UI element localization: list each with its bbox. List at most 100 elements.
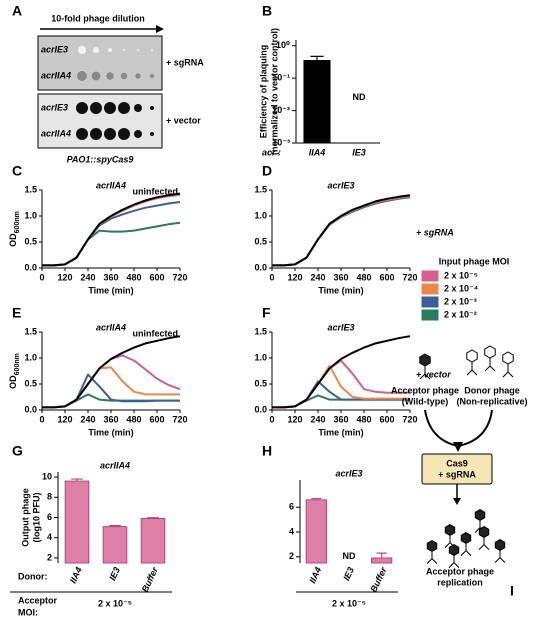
y-axis-label: (log10 PFU) [31, 492, 41, 542]
plate [37, 35, 163, 91]
y-tick-label: 6 [289, 502, 294, 512]
plaque-spot [118, 128, 130, 140]
y-tick-label: 0.5 [254, 378, 267, 388]
y-tick-label: 6 [47, 512, 52, 522]
x-tick-label: 120 [57, 272, 72, 282]
plaque-spot [104, 128, 116, 140]
node-label: Cas9 [446, 458, 468, 468]
condition-label: + vector [166, 115, 201, 125]
phage-tail [460, 543, 472, 556]
phage-tail [419, 366, 431, 380]
phage-head [460, 532, 472, 544]
plaque-spot [78, 46, 86, 54]
plaque-spot [76, 102, 88, 114]
arrow-head [453, 442, 463, 452]
x-tick-label: 480 [356, 414, 371, 424]
x-tick-label: 720 [402, 272, 417, 282]
y-tick-label: 10⁻¹ [272, 73, 290, 83]
plaque-spot [91, 71, 101, 81]
control-line [272, 335, 411, 409]
arrow-head [156, 25, 164, 33]
annotation: uninfected [132, 328, 178, 338]
x-tick-label: 240 [310, 272, 325, 282]
plaque-spot [150, 74, 154, 78]
panel-letter: B [262, 3, 272, 19]
node-label: Acceptor phage [426, 566, 494, 576]
error-bar [71, 478, 83, 482]
chart-title: acrIE3 [327, 322, 354, 332]
y-tick-label: 4 [47, 532, 52, 542]
legend-swatch [421, 309, 439, 321]
y-tick-label: 4 [289, 526, 294, 536]
moi-label: 2 x 10⁻⁵ [98, 598, 132, 608]
plaque-spot [90, 102, 102, 114]
y-axis-label: OD600nm [8, 353, 20, 389]
annotation: uninfected [132, 186, 178, 196]
phage-head [426, 540, 438, 552]
control-line [42, 192, 181, 267]
chart-title: acrIIA4 [96, 322, 126, 332]
x-axis-label: Time (min) [318, 285, 363, 295]
legend-label: 2 x 10⁻⁴ [444, 283, 478, 293]
y-tick-label: 0.0 [254, 262, 267, 272]
x-tick-label: 720 [172, 272, 187, 282]
y-tick-label: 0.0 [24, 262, 37, 272]
phage-head [478, 526, 490, 538]
y-tick-label: 2 [289, 551, 294, 561]
y-tick-label: 0.0 [24, 404, 37, 414]
annotation: + vector [416, 369, 451, 379]
panel-letter: E [12, 305, 21, 321]
x-axis-label: Time (min) [88, 285, 133, 295]
condition-label: + sgRNA [166, 57, 204, 67]
plaque-spot [104, 102, 116, 114]
x-tick-label: 0 [39, 272, 44, 282]
chart-title: acrIIA4 [100, 460, 130, 470]
legend-label: 2 x 10⁻³ [444, 296, 477, 306]
phage-tail [426, 551, 438, 564]
error-bar [311, 497, 322, 500]
phage-head [502, 351, 514, 365]
x-tick-label: 360 [103, 414, 118, 424]
x-tick-label: 720 [402, 414, 417, 424]
x-tick-label: 0 [269, 414, 274, 424]
node-label: replication [437, 577, 483, 587]
y-axis-label: (normalized to vector control) [269, 28, 279, 155]
plaque-spot [76, 128, 88, 140]
y-tick-label: 1.5 [254, 184, 267, 194]
y-axis-label: Efficiency of plaquing [258, 45, 268, 139]
x-tick-label: 240 [310, 414, 325, 424]
y-axis-label: OD600nm [8, 211, 20, 247]
strain-row-label: acrIE3 [41, 102, 68, 112]
y-tick-label: 1.5 [24, 184, 37, 194]
bar [303, 59, 331, 144]
error-bar [310, 55, 324, 61]
legend-swatch [421, 270, 439, 282]
y-tick-label: 1.0 [254, 210, 267, 220]
y-tick-label: 1.0 [24, 210, 37, 220]
y-axis-label: Output phage [20, 488, 30, 547]
x-tick-label: 600 [379, 272, 394, 282]
node-label: (Wild-type) [402, 396, 448, 406]
panel-letter: F [262, 305, 271, 321]
x-tick-label: 480 [126, 414, 141, 424]
y-tick-label: 0.5 [24, 236, 37, 246]
phage-tail [466, 362, 478, 376]
error-bar [147, 517, 159, 519]
phage-head [448, 544, 460, 556]
panel-letter: A [12, 3, 22, 19]
plaque-spot [90, 128, 102, 140]
phage-head [484, 345, 496, 359]
y-tick-label: 10⁰ [276, 40, 290, 50]
strain-row-label: acrIIA4 [41, 128, 71, 138]
bar [102, 526, 128, 564]
plate [37, 93, 163, 149]
acceptor-label: MOI: [18, 607, 38, 617]
error-bar [109, 524, 121, 527]
y-label-main: OD [8, 375, 18, 389]
phage-head [494, 539, 506, 551]
arrow-head [453, 498, 461, 505]
x-tick-label: 0 [39, 414, 44, 424]
plaque-spot [151, 49, 153, 51]
panel-letter: D [262, 163, 272, 179]
legend-swatch [421, 283, 439, 295]
